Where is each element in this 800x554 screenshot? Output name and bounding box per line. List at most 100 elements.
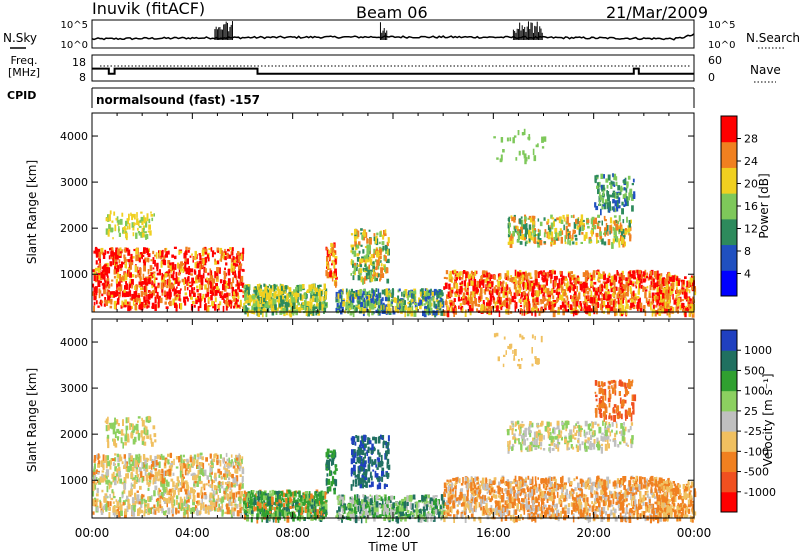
scatter-cell (137, 220, 140, 227)
scatter-cell (373, 276, 376, 282)
scatter-cell (472, 272, 474, 276)
scatter-cell (488, 310, 491, 316)
scatter-cell (519, 281, 523, 285)
scatter-cell (461, 280, 464, 285)
scatter-cell (143, 217, 147, 223)
scatter-cell (158, 269, 161, 276)
scatter-cell (628, 276, 632, 281)
scatter-cell (634, 293, 637, 300)
scatter-cell (199, 455, 202, 460)
scatter-cell (273, 299, 277, 306)
scatter-cell (138, 453, 141, 460)
scatter-cell (595, 305, 598, 310)
scatter-cell (135, 454, 138, 459)
scatter-cell (576, 225, 579, 230)
scatter-cell (121, 212, 124, 217)
scatter-cell (525, 296, 528, 299)
scatter-cell (102, 252, 106, 259)
scatter-cell (693, 291, 697, 296)
scatter-cell (158, 302, 160, 308)
scatter-cell (158, 254, 160, 259)
scatter-cell (134, 304, 137, 310)
scatter-cell (473, 276, 476, 282)
scatter-cell (592, 287, 596, 292)
scatter-cell (546, 288, 550, 294)
scatter-cell (113, 252, 116, 259)
scatter-cell (168, 279, 170, 284)
scatter-cell (285, 299, 289, 304)
scatter-cell (389, 307, 392, 313)
scatter-cell (203, 492, 207, 496)
scatter-cell (522, 281, 525, 286)
scatter-cell (455, 277, 458, 281)
scatter-cell (217, 250, 219, 253)
scatter-cell (540, 299, 542, 305)
scatter-cell (578, 305, 581, 308)
scatter-cell (385, 245, 388, 251)
scatter-cell (612, 238, 615, 244)
scatter-cell (251, 295, 255, 300)
scatter-cell (237, 295, 240, 299)
scatter-cell (172, 298, 176, 306)
scatter-cell (357, 275, 361, 281)
scatter-cell (537, 228, 540, 233)
scatter-cell (621, 304, 625, 312)
scatter-cell (210, 295, 213, 301)
scatter-cell (553, 280, 557, 288)
scatter-cell (519, 219, 522, 225)
scatter-cell (565, 225, 568, 230)
scatter-cell (599, 235, 603, 240)
scatter-cell (528, 224, 532, 230)
scatter-cell (639, 283, 641, 289)
scatter-cell (138, 298, 141, 301)
scatter-cell (595, 298, 598, 303)
scatter-cell (551, 237, 554, 241)
scatter-cell (223, 251, 227, 256)
scatter-cell (632, 307, 635, 310)
scatter-cell (156, 265, 159, 272)
scatter-cell (116, 298, 120, 305)
scatter-cell (316, 300, 319, 307)
scatter-cell (449, 302, 453, 308)
scatter-cell (307, 309, 310, 317)
scatter-cell (388, 289, 391, 297)
scatter-cell (121, 261, 123, 268)
scatter-cell (544, 298, 547, 302)
scatter-cell (584, 306, 587, 313)
scatter-cell (623, 204, 626, 207)
scatter-cell (613, 192, 617, 199)
scatter-cell (659, 290, 663, 295)
scatter-cell (572, 284, 575, 287)
scatter-cell (359, 268, 363, 273)
scatter-cell (340, 289, 343, 292)
scatter-cell (359, 264, 363, 268)
scatter-cell (398, 302, 400, 308)
scatter-cell (299, 284, 303, 292)
scatter-cell (239, 289, 243, 293)
scatter-cell (541, 136, 544, 143)
scatter-cell (350, 302, 353, 309)
scatter-cell (422, 295, 425, 300)
scatter-cell (439, 302, 442, 309)
scatter-cell (422, 310, 425, 317)
scatter-cell (124, 247, 127, 253)
scatter-cell (235, 292, 238, 297)
scatter-cell (349, 291, 352, 297)
scatter-cell (450, 288, 454, 294)
scatter-cell (393, 297, 397, 303)
scatter-cell (197, 298, 200, 303)
scatter-cell (524, 158, 527, 165)
scatter-cell (208, 463, 210, 466)
scatter-cell (624, 292, 628, 297)
scatter-cell (194, 256, 197, 261)
scatter-cell (106, 270, 109, 277)
scatter-cell (436, 290, 439, 297)
scatter-cell (172, 283, 175, 288)
scatter-cell (160, 255, 163, 260)
scatter-cell (113, 496, 116, 499)
scatter-cell (610, 275, 614, 283)
scatter-cell (574, 310, 578, 316)
scatter-cell (596, 240, 600, 243)
scatter-cell (554, 302, 557, 305)
scatter-cell (518, 286, 521, 294)
